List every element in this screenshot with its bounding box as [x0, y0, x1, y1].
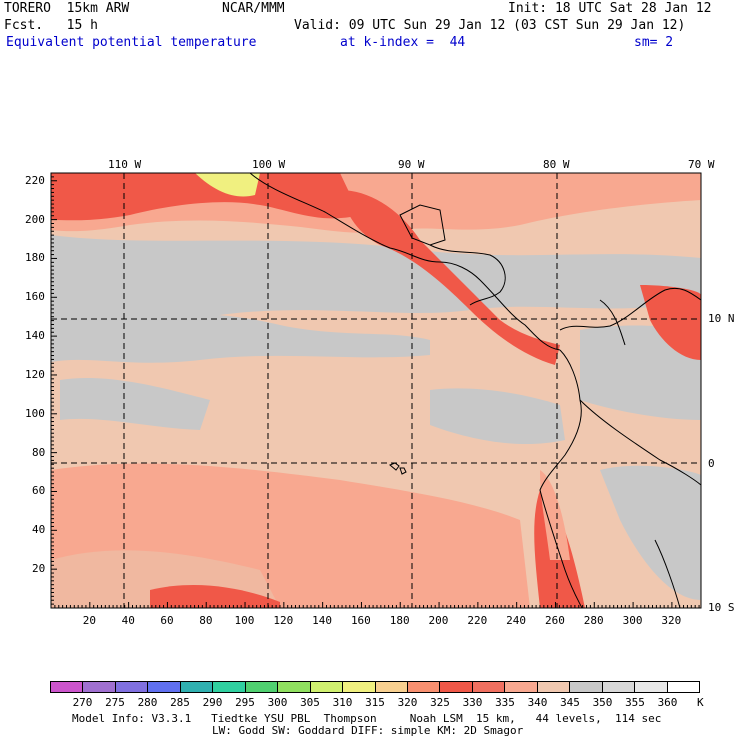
y-tick-label: 100 — [25, 406, 45, 420]
colorbar-label: 325 — [430, 696, 450, 709]
colorbar-swatch — [505, 682, 538, 692]
colorbar-swatch — [375, 682, 408, 692]
x-tick-label: 140 — [312, 614, 333, 627]
colorbar-swatch — [310, 682, 344, 692]
y-tick-label: 80 — [32, 445, 46, 459]
colorbar-swatch — [278, 682, 311, 692]
level-label: at k-index = 44 — [340, 35, 466, 50]
colorbar-swatch — [245, 682, 279, 692]
colorbar-label: 345 — [560, 696, 580, 709]
colorbar-label: 320 — [397, 696, 418, 709]
colorbar-swatch — [407, 682, 441, 692]
x-tick-label: 260 — [544, 614, 565, 627]
colorbar-label: 335 — [495, 696, 515, 709]
axis-ticks — [51, 176, 700, 608]
valid-time: Valid: 09 UTC Sun 29 Jan 12 (03 CST Sun … — [294, 18, 686, 33]
x-tick-label: 280 — [583, 614, 604, 627]
colorbar-swatch — [602, 682, 636, 692]
graticule — [51, 173, 701, 608]
colorbar-swatch — [83, 682, 116, 692]
y-tick-label: 140 — [25, 329, 45, 343]
colorbar-label: 280 — [137, 696, 158, 709]
x-tick-label: 120 — [273, 614, 294, 627]
lon-label: 80 W — [543, 158, 570, 171]
smoothing-label: sm= 2 — [634, 35, 674, 50]
lat-label: 10 S — [708, 601, 735, 614]
lon-label: 110 W — [108, 158, 142, 171]
contour-fill — [51, 173, 701, 608]
colorbar-label: 355 — [625, 696, 645, 709]
field-title: Equivalent potential temperature — [6, 35, 257, 50]
x-tick-label: 100 — [234, 614, 255, 627]
colorbar-label: 310 — [332, 696, 353, 709]
center-name: NCAR/MMM — [222, 1, 285, 16]
x-tick-label: 20 — [82, 614, 97, 627]
colorbar-unit: K — [697, 696, 704, 709]
y-tick-label: 220 — [25, 173, 45, 187]
x-tick-label: 300 — [622, 614, 643, 627]
y-tick-label: 60 — [32, 484, 46, 498]
forecast-hour: Fcst. 15 h — [4, 18, 98, 33]
coastlines — [249, 173, 701, 608]
colorbar-swatch — [148, 682, 181, 692]
colorbar-label: 275 — [105, 696, 125, 709]
colorbar-swatch — [537, 682, 571, 692]
lat-label: 10 N — [708, 312, 735, 325]
model-name: TORERO 15km ARW — [4, 1, 130, 16]
model-info: Model Info: V3.3.1 Tiedtke YSU PBL Thomp… — [72, 712, 662, 725]
colorbar-label: 300 — [267, 696, 288, 709]
x-tick-label: 180 — [389, 614, 410, 627]
x-tick-label: 160 — [350, 614, 371, 627]
y-tick-label: 120 — [25, 367, 45, 381]
x-tick-label: 240 — [506, 614, 527, 627]
x-tick-label: 200 — [428, 614, 449, 627]
colorbar-swatch — [51, 682, 84, 692]
lon-label: 100 W — [252, 158, 286, 171]
x-tick-label: 60 — [160, 614, 174, 627]
colorbar-label: 285 — [170, 696, 190, 709]
colorbar-label: 295 — [235, 696, 255, 709]
y-tick-label: 20 — [32, 562, 46, 576]
init-time: Init: 18 UTC Sat 28 Jan 12 — [508, 1, 712, 16]
colorbar-label: 330 — [462, 696, 483, 709]
colorbar-swatch — [635, 682, 668, 692]
colorbar-swatch — [440, 682, 473, 692]
y-tick-label: 200 — [25, 212, 45, 226]
colorbar-swatch — [472, 682, 506, 692]
colorbar-swatch — [180, 682, 214, 692]
colorbar-label: 270 — [72, 696, 93, 709]
colorbar-label: 290 — [202, 696, 223, 709]
physics-info: LW: Godd SW: Goddard DIFF: simple KM: 2D… — [212, 724, 524, 737]
x-tick-label: 40 — [121, 614, 135, 627]
colorbar-label: 305 — [300, 696, 320, 709]
colorbar-swatch — [570, 682, 603, 692]
x-tick-label: 220 — [467, 614, 488, 627]
colorbar-swatch — [343, 682, 376, 692]
lon-label: 90 W — [398, 158, 425, 171]
lon-label: 70 W — [688, 158, 715, 171]
colorbar-swatch — [213, 682, 246, 692]
y-tick-label: 160 — [25, 290, 45, 304]
colorbar-label: 340 — [527, 696, 548, 709]
colorbar-label: 350 — [592, 696, 613, 709]
colorbar-label: 315 — [365, 696, 385, 709]
y-tick-label: 40 — [32, 523, 46, 537]
colorbar — [50, 681, 700, 693]
x-tick-label: 320 — [661, 614, 682, 627]
colorbar-swatch — [115, 682, 149, 692]
colorbar-swatch — [667, 682, 700, 692]
x-tick-label: 80 — [199, 614, 213, 627]
lat-label: 0 — [708, 457, 715, 470]
y-tick-label: 180 — [25, 251, 45, 265]
colorbar-label: 360 — [657, 696, 678, 709]
